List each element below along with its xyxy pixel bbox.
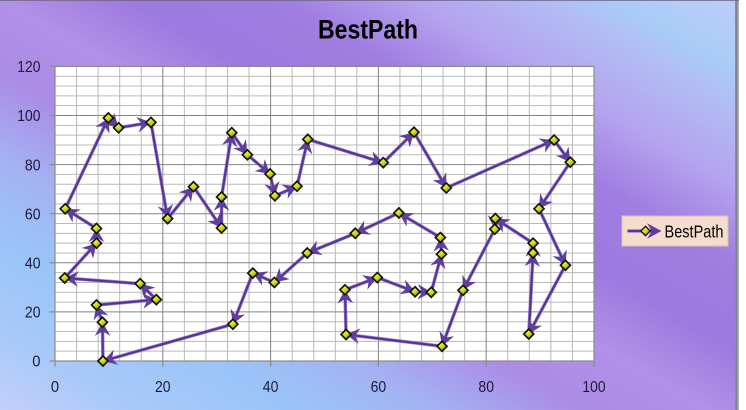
svg-text:60: 60 (25, 206, 41, 223)
svg-text:60: 60 (371, 379, 387, 396)
svg-text:100: 100 (582, 379, 605, 396)
svg-text:0: 0 (51, 379, 59, 396)
svg-text:40: 40 (263, 379, 279, 396)
svg-text:20: 20 (155, 379, 171, 396)
svg-text:20: 20 (25, 305, 41, 322)
svg-text:BestPath: BestPath (318, 15, 418, 45)
svg-text:40: 40 (25, 256, 41, 273)
svg-text:80: 80 (25, 157, 41, 174)
svg-text:100: 100 (17, 108, 40, 125)
svg-text:BestPath: BestPath (665, 222, 724, 242)
svg-text:80: 80 (478, 379, 494, 396)
svg-text:120: 120 (17, 59, 40, 76)
svg-text:0: 0 (32, 354, 40, 371)
